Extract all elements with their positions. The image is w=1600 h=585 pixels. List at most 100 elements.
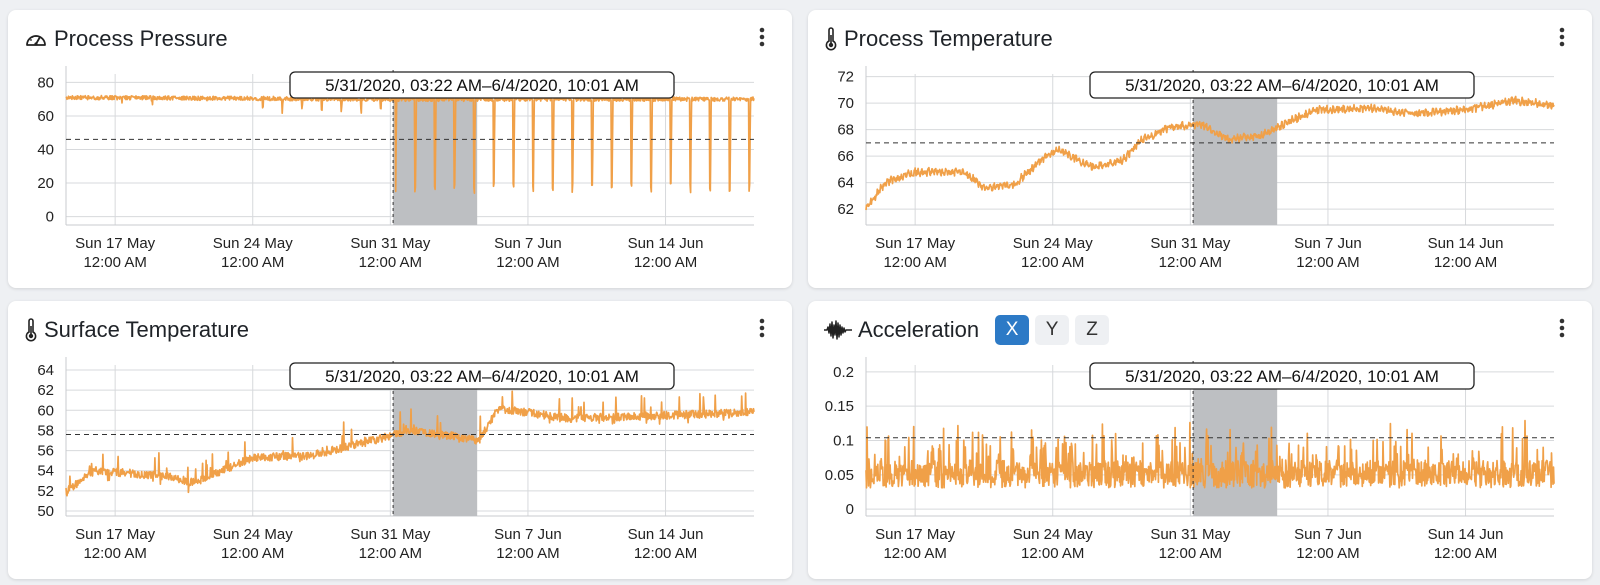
card-menu-button[interactable] [752, 315, 772, 341]
y-tick-label: 0 [846, 501, 854, 518]
x-tick-label: Sun 17 May [75, 526, 156, 543]
x-tick-label: Sun 14 Jun [1428, 235, 1504, 252]
card-menu-button[interactable] [1552, 315, 1572, 341]
axis-y-button[interactable]: Y [1035, 315, 1070, 345]
x-tick-label: Sun 24 May [213, 526, 294, 543]
range-label-box [289, 362, 675, 390]
x-tick-label: Sun 17 May [875, 235, 956, 252]
y-tick-label: 62 [37, 382, 54, 399]
x-tick-label: 12:00 AM [359, 254, 422, 271]
thermometer-icon [824, 27, 838, 51]
x-tick-label: Sun 31 May [1150, 235, 1231, 252]
range-label: 5/31/2020, 03:22 AM–6/4/2020, 10:01 AM [1089, 362, 1475, 390]
chart-plot[interactable]: Sun 17 May 12:00 AM Sun 24 May 12:00 AM Sun … [8, 301, 792, 579]
card-menu-button[interactable] [752, 24, 772, 50]
x-tick-label: Sun 7 Jun [494, 526, 562, 543]
range-label-box [1089, 71, 1475, 99]
x-tick-label: 12:00 AM [83, 254, 146, 271]
chart-plot[interactable]: Sun 17 May 12:00 AM Sun 24 May 12:00 AM Sun … [808, 10, 1592, 288]
x-tick-label: Sun 7 Jun [1294, 526, 1362, 543]
range-label-text: 5/31/2020, 03:22 AM–6/4/2020, 10:01 AM [1125, 367, 1439, 386]
y-tick-label: 50 [37, 503, 54, 520]
y-tick-label: 40 [37, 142, 54, 159]
y-tick-label: 0.05 [825, 467, 854, 484]
data-series-line [65, 94, 755, 194]
x-tick-label: 12:00 AM [1434, 254, 1497, 271]
x-tick-label: 12:00 AM [883, 545, 946, 562]
x-tick-label: Sun 17 May [875, 526, 956, 543]
axis-z-button[interactable]: Z [1075, 315, 1110, 345]
x-tick-label: Sun 7 Jun [494, 235, 562, 252]
card-header: Surface Temperature [24, 315, 249, 345]
y-tick-label: 80 [37, 74, 54, 91]
x-tick-label: Sun 24 May [1013, 526, 1094, 543]
range-label-text: 5/31/2020, 03:22 AM–6/4/2020, 10:01 AM [325, 76, 639, 95]
card-title: Acceleration [858, 317, 980, 342]
x-tick-label: Sun 14 Jun [1428, 526, 1504, 543]
y-tick-label: 64 [37, 362, 54, 379]
kebab-menu-icon [1559, 318, 1565, 338]
x-tick-label: Sun 31 May [350, 526, 431, 543]
waveform-icon [824, 319, 852, 341]
x-tick-label: 12:00 AM [1021, 545, 1084, 562]
x-tick-label: Sun 24 May [1013, 235, 1094, 252]
card-header: Process Temperature [824, 24, 1053, 54]
range-label: 5/31/2020, 03:22 AM–6/4/2020, 10:01 AM [289, 71, 675, 99]
x-tick-label: 12:00 AM [221, 545, 284, 562]
y-tick-label: 60 [37, 402, 54, 419]
x-tick-label: 12:00 AM [1159, 545, 1222, 562]
x-tick-label: 12:00 AM [221, 254, 284, 271]
x-tick-label: 12:00 AM [1296, 545, 1359, 562]
x-tick-label: Sun 31 May [350, 235, 431, 252]
y-tick-label: 56 [37, 443, 54, 460]
x-tick-label: Sun 24 May [213, 235, 294, 252]
card-title: Process Pressure [54, 26, 228, 51]
range-label: 5/31/2020, 03:22 AM–6/4/2020, 10:01 AM [1089, 71, 1475, 99]
y-tick-label: 54 [37, 463, 54, 480]
y-tick-label: 70 [837, 95, 854, 112]
x-tick-label: 12:00 AM [83, 545, 146, 562]
card-menu-button[interactable] [1552, 24, 1572, 50]
x-tick-label: 12:00 AM [1296, 254, 1359, 271]
chart-plot[interactable]: Sun 17 May 12:00 AM Sun 24 May 12:00 AM Sun … [808, 301, 1592, 579]
x-tick-label: Sun 17 May [75, 235, 156, 252]
card-title: Process Temperature [844, 26, 1053, 51]
thermometer-icon [24, 318, 38, 342]
data-series-line [865, 95, 1555, 211]
range-label-text: 5/31/2020, 03:22 AM–6/4/2020, 10:01 AM [1125, 76, 1439, 95]
x-tick-label: 12:00 AM [1434, 545, 1497, 562]
x-tick-label: 12:00 AM [883, 254, 946, 271]
data-series-line [865, 419, 1555, 489]
y-tick-label: 72 [837, 69, 854, 86]
x-tick-label: 12:00 AM [359, 545, 422, 562]
gauge-icon [24, 28, 48, 50]
x-tick-label: 12:00 AM [1021, 254, 1084, 271]
x-tick-label: 12:00 AM [634, 254, 697, 271]
axis-x-button[interactable]: X [995, 315, 1030, 345]
y-tick-label: 66 [837, 148, 854, 165]
y-tick-label: 0 [46, 209, 54, 226]
chart-card-surface-temperature: Surface Temperature Sun 17 May 12:00 AM Su… [8, 301, 792, 579]
chart-card-process-temperature: Process Temperature Sun 17 May 12:00 AM Su… [808, 10, 1592, 288]
y-tick-label: 62 [837, 201, 854, 218]
kebab-menu-icon [1559, 27, 1565, 47]
y-tick-label: 0.1 [833, 433, 854, 450]
range-label: 5/31/2020, 03:22 AM–6/4/2020, 10:01 AM [289, 362, 675, 390]
chart-plot[interactable]: Sun 17 May 12:00 AM Sun 24 May 12:00 AM Sun … [8, 10, 792, 288]
y-tick-label: 58 [37, 422, 54, 439]
range-label-box [1089, 362, 1475, 390]
y-tick-label: 64 [837, 175, 854, 192]
y-tick-label: 60 [37, 108, 54, 125]
kebab-menu-icon [759, 27, 765, 47]
card-header: Acceleration X Y Z [824, 315, 1110, 345]
x-tick-label: 12:00 AM [496, 254, 559, 271]
card-header: Process Pressure [24, 24, 228, 54]
card-title: Surface Temperature [44, 317, 250, 342]
y-tick-label: 20 [37, 175, 54, 192]
x-tick-label: Sun 31 May [1150, 526, 1231, 543]
range-label-box [289, 71, 675, 99]
data-series-line [65, 390, 755, 497]
chart-card-acceleration: Acceleration X Y Z Sun 17 May 12:00 AM Sun… [808, 301, 1592, 579]
kebab-menu-icon [759, 318, 765, 338]
x-tick-label: Sun 14 Jun [628, 526, 704, 543]
